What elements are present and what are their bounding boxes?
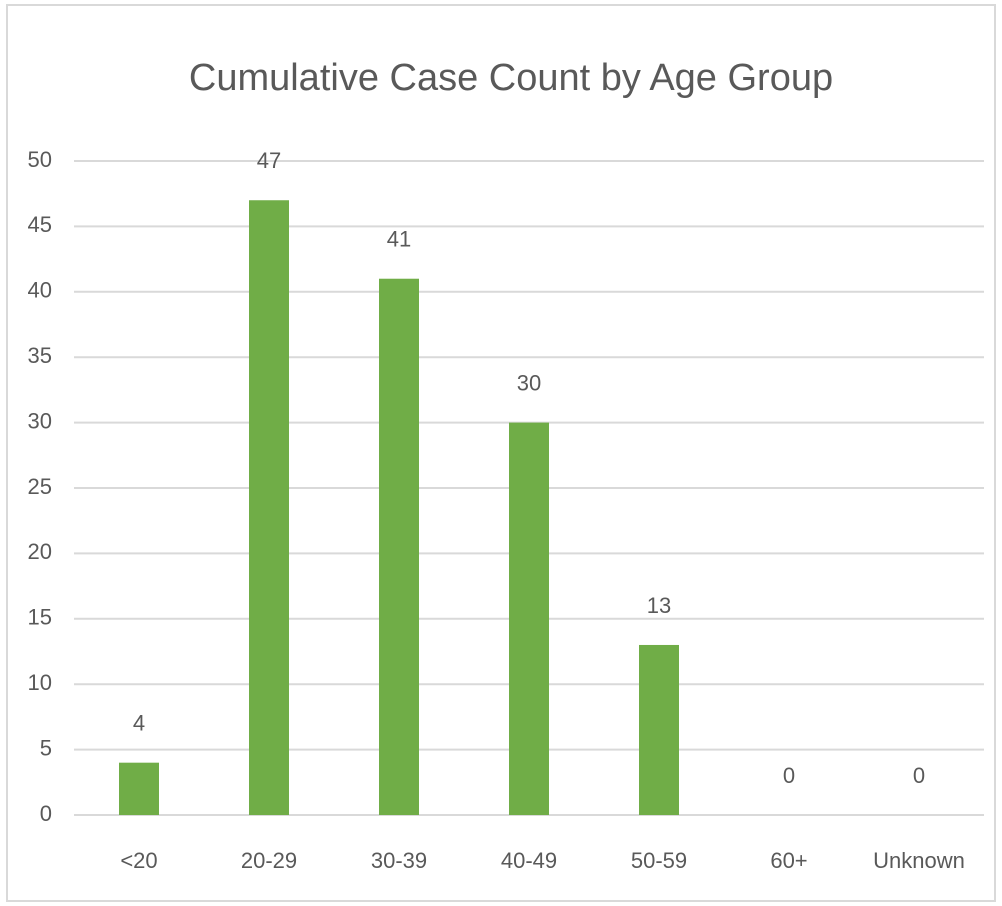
y-tick-label: 30 — [28, 408, 52, 433]
data-label: 4 — [133, 710, 145, 735]
x-tick-label: 40-49 — [501, 848, 557, 873]
y-tick-label: 45 — [28, 212, 52, 237]
x-tick-label: Unknown — [873, 848, 965, 873]
y-tick-label: 35 — [28, 343, 52, 368]
data-label: 47 — [257, 148, 281, 173]
y-tick-label: 20 — [28, 539, 52, 564]
data-label: 0 — [913, 763, 925, 788]
data-label: 41 — [387, 227, 411, 252]
data-label: 13 — [647, 593, 671, 618]
x-tick-label: 60+ — [770, 848, 807, 873]
chart-border — [6, 4, 996, 902]
x-tick-label: 30-39 — [371, 848, 427, 873]
data-label: 0 — [783, 763, 795, 788]
x-tick-label: 50-59 — [631, 848, 687, 873]
y-tick-label: 15 — [28, 605, 52, 630]
bar — [119, 762, 159, 815]
y-tick-label: 40 — [28, 278, 52, 303]
x-tick-label: 20-29 — [241, 848, 297, 873]
bar — [379, 278, 419, 816]
y-tick-label: 5 — [40, 735, 52, 760]
x-tick-label: <20 — [120, 848, 157, 873]
chart-title: Cumulative Case Count by Age Group — [189, 57, 833, 99]
y-tick-label: 0 — [40, 801, 52, 826]
bar — [509, 422, 549, 815]
bar — [249, 200, 289, 816]
y-tick-label: 50 — [28, 147, 52, 172]
data-label: 30 — [517, 370, 541, 395]
y-tick-label: 25 — [28, 474, 52, 499]
y-tick-label: 10 — [28, 670, 52, 695]
bar — [639, 644, 679, 815]
